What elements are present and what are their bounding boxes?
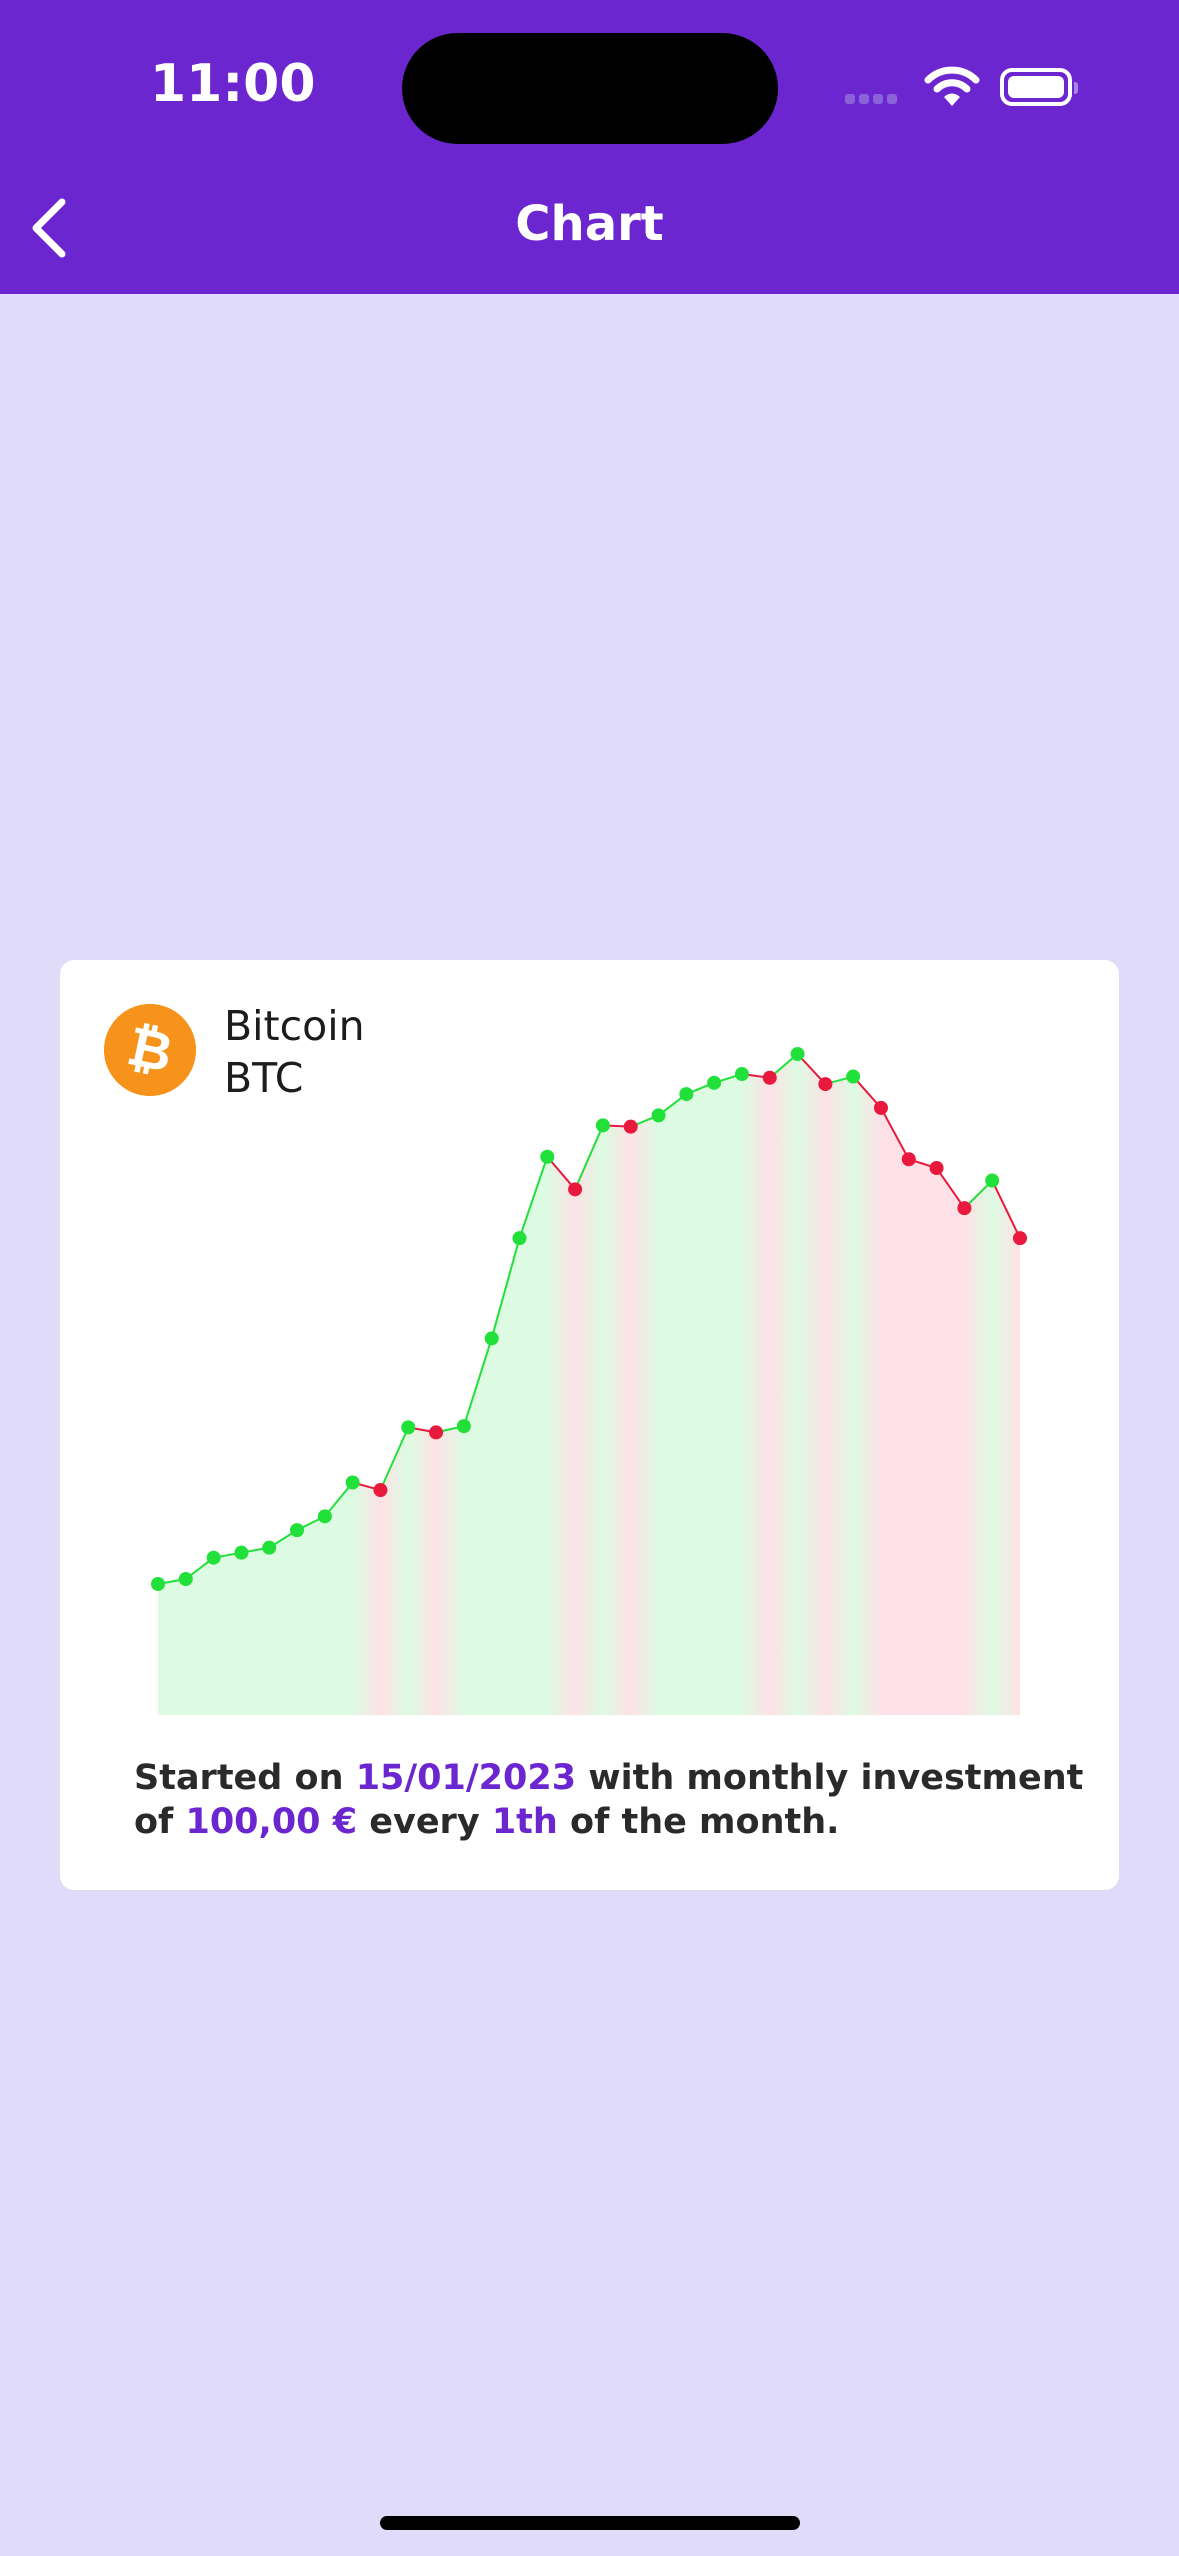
chart-data-point[interactable] bbox=[401, 1420, 416, 1435]
chart-data-point[interactable] bbox=[846, 1069, 861, 1084]
chart-data-point[interactable] bbox=[929, 1161, 944, 1176]
chart-data-point[interactable] bbox=[317, 1509, 332, 1524]
dynamic-island bbox=[402, 33, 778, 144]
chart-data-point[interactable] bbox=[1013, 1231, 1027, 1246]
chart-data-point[interactable] bbox=[373, 1483, 388, 1498]
chevron-left-icon bbox=[32, 198, 66, 258]
chart-data-point[interactable] bbox=[540, 1149, 555, 1164]
chart-data-point[interactable] bbox=[484, 1331, 499, 1346]
caption-text-4: of the month. bbox=[557, 1802, 840, 1842]
chart-data-point[interactable] bbox=[901, 1152, 916, 1167]
investment-amount: 100,00 € bbox=[185, 1802, 358, 1842]
chart-data-point[interactable] bbox=[345, 1475, 360, 1490]
chart-line-segment bbox=[379, 1426, 410, 1491]
chart-data-point[interactable] bbox=[873, 1100, 888, 1115]
chart-data-point[interactable] bbox=[651, 1108, 666, 1123]
chart-data-point[interactable] bbox=[512, 1231, 527, 1246]
start-date: 15/01/2023 bbox=[355, 1758, 577, 1798]
chart-data-point[interactable] bbox=[568, 1182, 583, 1197]
chart-data-point[interactable] bbox=[818, 1077, 833, 1092]
chart-data-point[interactable] bbox=[234, 1545, 249, 1560]
chart-data-point[interactable] bbox=[707, 1075, 722, 1090]
chart-data-point[interactable] bbox=[151, 1577, 165, 1591]
chart-line-segment bbox=[546, 1156, 576, 1190]
chart-data-point[interactable] bbox=[429, 1425, 444, 1440]
chart-line-segment bbox=[991, 1180, 1021, 1239]
chart-data-point[interactable] bbox=[734, 1067, 749, 1082]
chart-data-point[interactable] bbox=[456, 1419, 471, 1434]
bitcoin-icon: ₿ bbox=[104, 1004, 196, 1096]
chart-line-segment bbox=[880, 1107, 910, 1160]
chart-area-fill bbox=[158, 1054, 1020, 1715]
chart-data-point[interactable] bbox=[206, 1550, 221, 1565]
caption-text-1: Started on bbox=[134, 1758, 356, 1798]
back-button[interactable] bbox=[18, 190, 78, 266]
chart-data-point[interactable] bbox=[679, 1087, 694, 1102]
price-chart bbox=[151, 1047, 1027, 1715]
chart-data-point[interactable] bbox=[985, 1173, 1000, 1188]
chart-data-point[interactable] bbox=[262, 1540, 277, 1555]
wifi-icon bbox=[924, 66, 980, 106]
coin-symbol: BTC bbox=[224, 1054, 304, 1102]
chart-line-segment bbox=[518, 1156, 549, 1239]
chart-data-point[interactable] bbox=[595, 1118, 610, 1133]
chart-line-segment bbox=[574, 1125, 604, 1190]
battery-icon bbox=[1000, 68, 1078, 106]
investment-caption: Started on 15/01/2023 with monthly inves… bbox=[134, 1756, 1094, 1844]
caption-text-2: with monthly investment of bbox=[134, 1758, 1084, 1842]
investment-day: 1th bbox=[491, 1802, 558, 1842]
status-time: 11:00 bbox=[150, 54, 316, 114]
chart-line-segment bbox=[490, 1237, 521, 1339]
coin-name: Bitcoin bbox=[224, 1002, 365, 1050]
chart-data-point[interactable] bbox=[623, 1119, 638, 1134]
chart-data-point[interactable] bbox=[762, 1070, 777, 1085]
chart-data-point[interactable] bbox=[957, 1201, 972, 1216]
page-title: Chart bbox=[515, 196, 664, 252]
home-indicator bbox=[380, 2516, 800, 2530]
caption-text-3: every bbox=[357, 1802, 492, 1842]
chart-line-segment bbox=[935, 1167, 966, 1209]
chart-data-point[interactable] bbox=[290, 1523, 305, 1538]
chart-line-segment bbox=[462, 1338, 493, 1427]
chart-card: ₿ Bitcoin BTC Started on 15/01/2023 with… bbox=[60, 960, 1119, 1890]
chart-data-point[interactable] bbox=[178, 1571, 193, 1586]
chart-data-point[interactable] bbox=[790, 1047, 805, 1061]
chart-line-segment bbox=[324, 1481, 354, 1517]
